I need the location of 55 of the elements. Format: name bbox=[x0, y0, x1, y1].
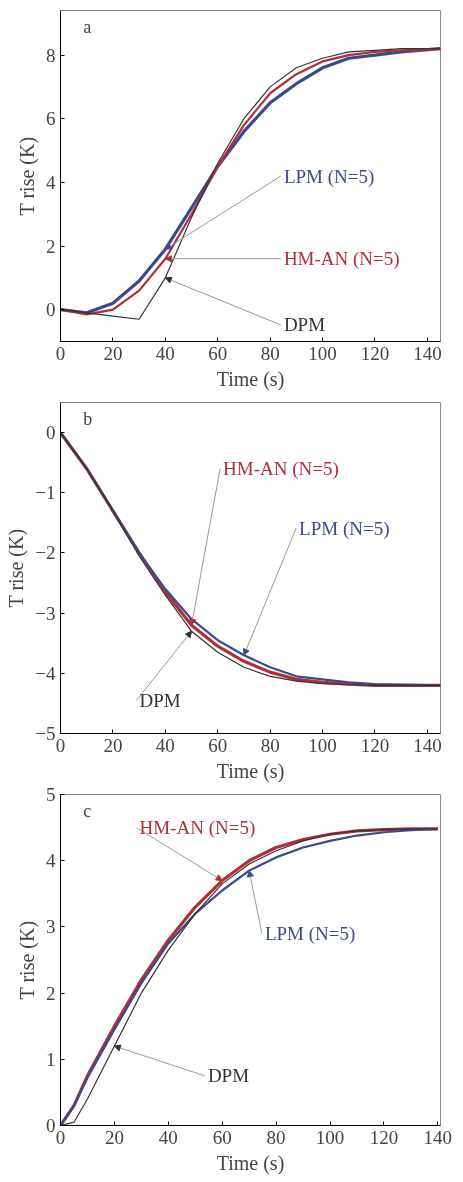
x-tick-label: 20 bbox=[103, 734, 123, 756]
x-tick-label: 20 bbox=[103, 342, 123, 364]
y-tick-label: −2 bbox=[35, 542, 56, 564]
x-tick-label: 120 bbox=[360, 734, 390, 756]
x-tick-label: 40 bbox=[155, 342, 175, 364]
text: DPM bbox=[139, 689, 181, 711]
y-tick-label: −4 bbox=[35, 662, 56, 684]
y-tick-label: −1 bbox=[35, 482, 56, 504]
x-tick-label: 80 bbox=[266, 1126, 286, 1148]
x-axis-title: Time (s) bbox=[216, 367, 285, 391]
y-tick-label: 2 bbox=[46, 982, 56, 1004]
y-tick-label: 5 bbox=[46, 784, 56, 805]
y-tick-label: 6 bbox=[46, 108, 56, 130]
chart-title: c bbox=[83, 801, 92, 822]
y-axis-title: T rise (K) bbox=[16, 136, 39, 216]
x-tick-label: 60 bbox=[208, 342, 228, 364]
y-tick-label: 4 bbox=[46, 850, 56, 872]
x-tick-label: 120 bbox=[369, 1126, 399, 1148]
y-tick-label: 2 bbox=[46, 235, 56, 257]
y-tick-label: 0 bbox=[46, 422, 56, 444]
x-tick-label: 80 bbox=[260, 342, 280, 364]
x-tick-label: 140 bbox=[423, 1126, 453, 1148]
y-tick-label: −3 bbox=[35, 602, 56, 624]
x-axis-title: Time (s) bbox=[216, 759, 285, 783]
x-tick-label: 140 bbox=[413, 734, 442, 756]
text: LPM (N=5) bbox=[283, 165, 375, 188]
text: DPM bbox=[283, 314, 326, 336]
text: HM-AN (N=5) bbox=[283, 248, 400, 271]
y-tick-label: 3 bbox=[46, 916, 56, 938]
series-label: HM-AN (N=5) bbox=[139, 817, 256, 840]
x-tick-label: 120 bbox=[360, 342, 390, 364]
x-tick-label: 140 bbox=[413, 342, 442, 364]
x-tick-label: 60 bbox=[212, 1126, 232, 1148]
y-tick-label: −5 bbox=[35, 723, 56, 744]
text: LPM (N=5) bbox=[299, 517, 390, 540]
chart-title: b bbox=[83, 409, 93, 430]
x-tick-label: 100 bbox=[308, 734, 337, 756]
chart-title: a bbox=[83, 17, 92, 38]
y-axis-title: T rise (K) bbox=[5, 528, 29, 608]
y-tick-label: 4 bbox=[46, 171, 56, 193]
x-axis-title: Time (s) bbox=[216, 1151, 285, 1175]
text: HM-AN (N=5) bbox=[223, 458, 339, 481]
y-axis-title: T rise (K) bbox=[16, 920, 39, 1000]
x-tick-label: 100 bbox=[315, 1126, 345, 1148]
y-tick-label: 8 bbox=[46, 44, 56, 66]
text: DPM bbox=[207, 1065, 250, 1087]
x-tick-label: 20 bbox=[104, 1126, 124, 1148]
x-tick-label: 40 bbox=[158, 1126, 178, 1148]
y-tick-label: 0 bbox=[46, 299, 56, 321]
text: LPM (N=5) bbox=[264, 923, 356, 946]
x-tick-label: 60 bbox=[208, 734, 228, 756]
x-tick-label: 80 bbox=[260, 734, 280, 756]
y-tick-label: 1 bbox=[46, 1048, 56, 1070]
x-tick-label: 40 bbox=[155, 734, 175, 756]
x-tick-label: 100 bbox=[308, 342, 337, 364]
